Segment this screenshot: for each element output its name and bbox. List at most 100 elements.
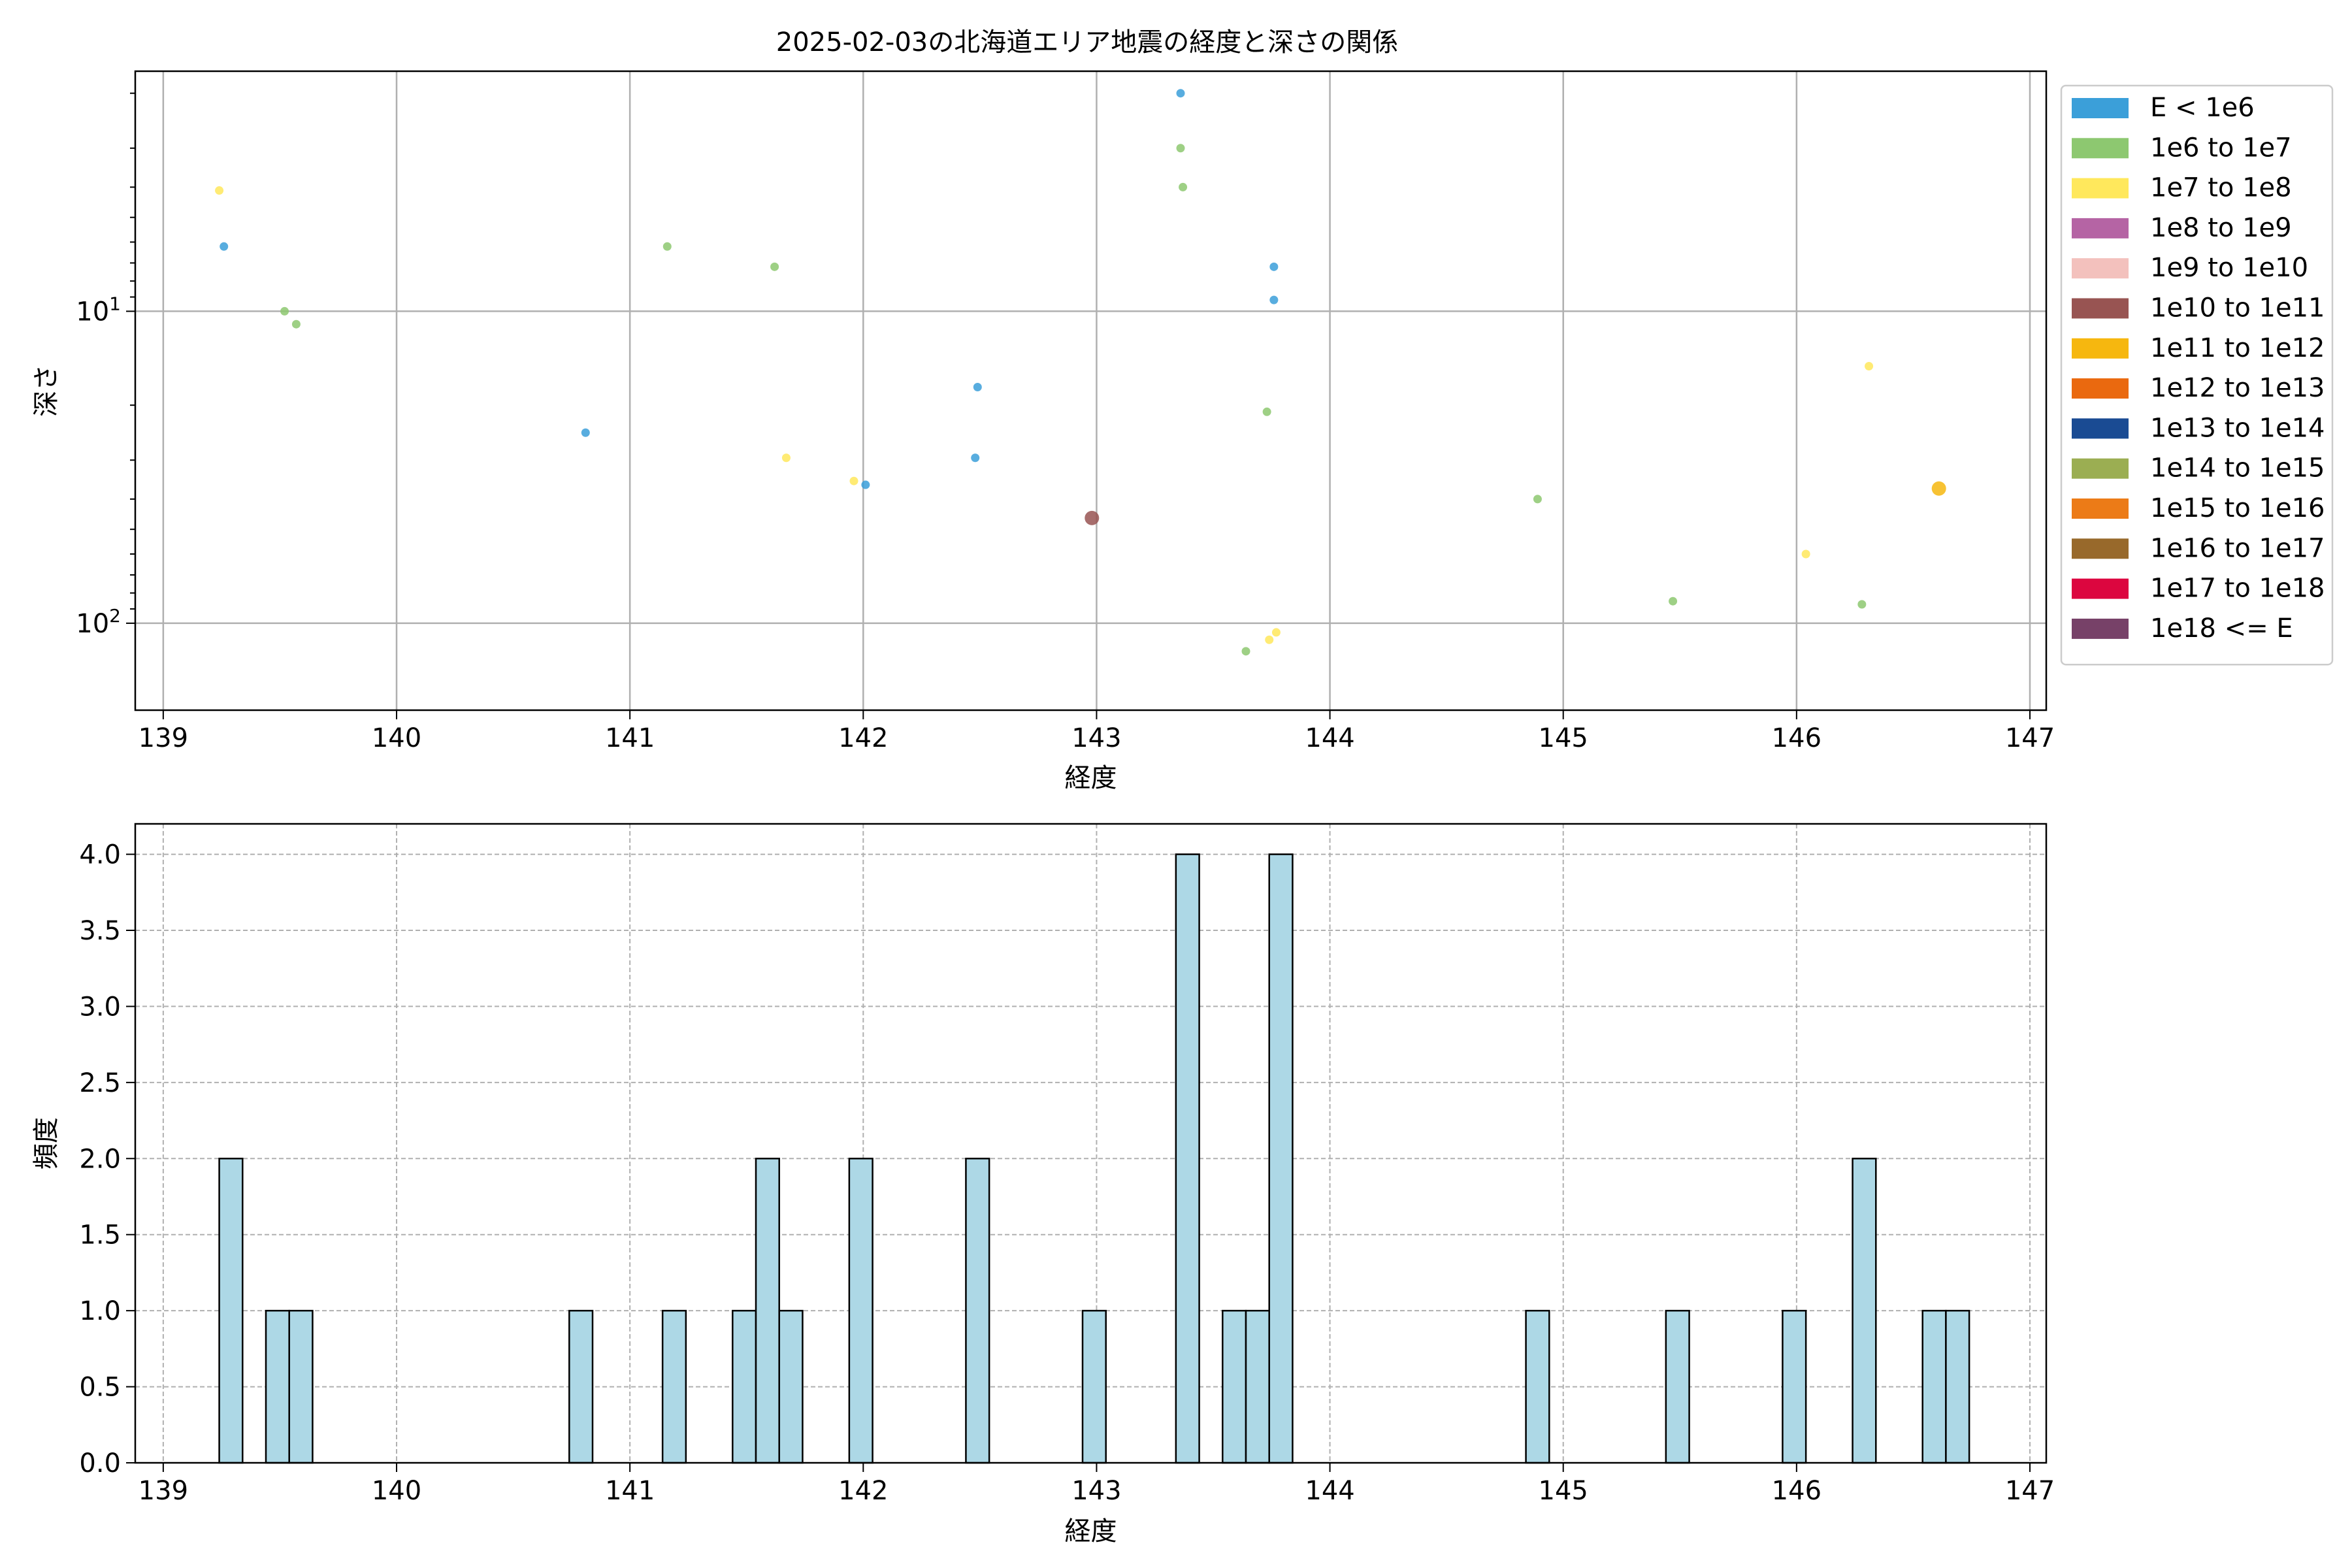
- legend-label: 1e7 to 1e8: [2150, 173, 2292, 203]
- x-tick-label: 145: [1539, 723, 1588, 753]
- x-tick-label: 147: [2005, 1476, 2055, 1506]
- scatter-point: [1176, 89, 1185, 98]
- x-tick-label: 139: [139, 1476, 188, 1506]
- legend-label: 1e16 to 1e17: [2150, 533, 2325, 563]
- x-tick-label: 139: [139, 723, 188, 753]
- histogram-bar: [755, 1158, 780, 1464]
- histogram-bar: [1921, 1309, 1947, 1464]
- scatter-point: [1179, 182, 1188, 191]
- chart-title: 2025-02-03の北海道エリア地震の経度と深さの関係: [776, 27, 1398, 57]
- legend-swatch: [2072, 98, 2129, 118]
- scatter-axes-frame: [134, 70, 2048, 711]
- x-axis-label: 経度: [1065, 1516, 1117, 1546]
- x-tick-label: 146: [1772, 1476, 1821, 1506]
- legend-swatch: [2072, 178, 2129, 199]
- histogram-bar: [848, 1158, 874, 1464]
- scatter-point: [973, 382, 982, 391]
- x-tick-label: 140: [372, 1476, 421, 1506]
- histogram-bar: [1945, 1309, 1970, 1464]
- legend-swatch: [2072, 338, 2129, 359]
- histogram-bar: [568, 1309, 594, 1464]
- x-tick-label: 142: [838, 1476, 888, 1506]
- legend-label: 1e15 to 1e16: [2150, 493, 2325, 523]
- y-axis-label: 深さ: [31, 365, 61, 417]
- legend-label: 1e18 <= E: [2150, 613, 2293, 644]
- scatter-point: [770, 262, 779, 271]
- legend-swatch: [2072, 378, 2129, 399]
- y-tick-label: 3.5: [79, 916, 121, 946]
- legend-label: 1e9 to 1e10: [2150, 253, 2308, 283]
- histogram-bar: [1245, 1309, 1270, 1464]
- x-tick-label: 144: [1305, 723, 1354, 753]
- legend-swatch: [2072, 138, 2129, 159]
- y-tick-label: 2.5: [79, 1068, 121, 1098]
- scatter-point: [215, 186, 224, 195]
- y-tick-label: 2.0: [79, 1144, 121, 1174]
- legend-swatch: [2072, 258, 2129, 279]
- x-tick-label: 140: [372, 723, 421, 753]
- legend-swatch: [2072, 538, 2129, 559]
- x-tick-label: 143: [1071, 723, 1121, 753]
- scatter-point: [1271, 628, 1281, 637]
- y-tick-label: 1.0: [79, 1296, 121, 1326]
- histogram-bar: [1852, 1158, 1877, 1464]
- legend-label: 1e14 to 1e15: [2150, 453, 2325, 483]
- scatter-point: [1533, 495, 1542, 504]
- x-tick-label: 144: [1305, 1476, 1354, 1506]
- scatter-point: [291, 319, 301, 329]
- y-tick-label: 102: [76, 605, 121, 639]
- histogram-bar: [1222, 1309, 1247, 1464]
- legend-swatch: [2072, 498, 2129, 519]
- legend-swatch: [2072, 578, 2129, 599]
- histogram-bar: [1665, 1309, 1690, 1464]
- legend-label: 1e6 to 1e7: [2150, 133, 2292, 163]
- x-tick-label: 146: [1772, 723, 1821, 753]
- histogram-bar: [965, 1158, 990, 1464]
- scatter-point: [781, 453, 791, 463]
- histogram-bar: [661, 1309, 687, 1464]
- scatter-point: [1262, 407, 1271, 416]
- histogram-bar: [1175, 853, 1200, 1464]
- legend-label: 1e8 to 1e9: [2150, 213, 2292, 243]
- y-tick-label: 101: [76, 293, 121, 327]
- y-tick-label: 0.5: [79, 1373, 121, 1403]
- scatter-point: [662, 242, 672, 251]
- x-tick-label: 143: [1071, 1476, 1121, 1506]
- scatter-point: [971, 453, 980, 463]
- y-tick-label: 4.0: [79, 840, 121, 870]
- scatter-point: [861, 480, 870, 489]
- x-tick-label: 145: [1539, 1476, 1588, 1506]
- scatter-point: [1241, 647, 1250, 656]
- legend-box: [2060, 84, 2334, 666]
- scatter-point: [1085, 510, 1100, 525]
- scatter-point: [1801, 549, 1810, 559]
- histogram-axes-frame: [134, 823, 2048, 1464]
- x-tick-label: 141: [605, 1476, 655, 1506]
- legend-label: E < 1e6: [2150, 93, 2255, 123]
- x-tick-label: 142: [838, 723, 888, 753]
- scatter-plot: 139 140 141 142 143 144 145 146 147 101 102 経度 深さ: [31, 70, 2055, 793]
- histogram-bar: [288, 1309, 314, 1464]
- histogram-bar: [1081, 1309, 1107, 1464]
- legend-label: 1e10 to 1e11: [2150, 293, 2325, 323]
- legend-label: 1e13 to 1e14: [2150, 413, 2325, 443]
- y-tick-label: 3.0: [79, 992, 121, 1022]
- scatter-point: [1669, 596, 1678, 606]
- scatter-point: [220, 242, 229, 251]
- scatter-point: [1865, 362, 1874, 371]
- y-tick-label: 1.5: [79, 1220, 121, 1250]
- scatter-point: [280, 306, 289, 316]
- legend-label: 1e17 to 1e18: [2150, 574, 2325, 604]
- legend-swatch: [2072, 218, 2129, 238]
- x-tick-label: 147: [2005, 723, 2055, 753]
- scatter-point: [1857, 600, 1867, 609]
- scatter-point: [849, 476, 858, 485]
- legend-swatch: [2072, 458, 2129, 479]
- y-axis-label: 頻度: [31, 1117, 61, 1169]
- histogram-bar: [778, 1309, 804, 1464]
- histogram-bar: [1268, 853, 1294, 1464]
- y-tick-label: 0.0: [79, 1448, 121, 1478]
- scatter-point: [1269, 262, 1279, 271]
- histogram-bar: [1782, 1309, 1807, 1464]
- x-tick-label: 141: [605, 723, 655, 753]
